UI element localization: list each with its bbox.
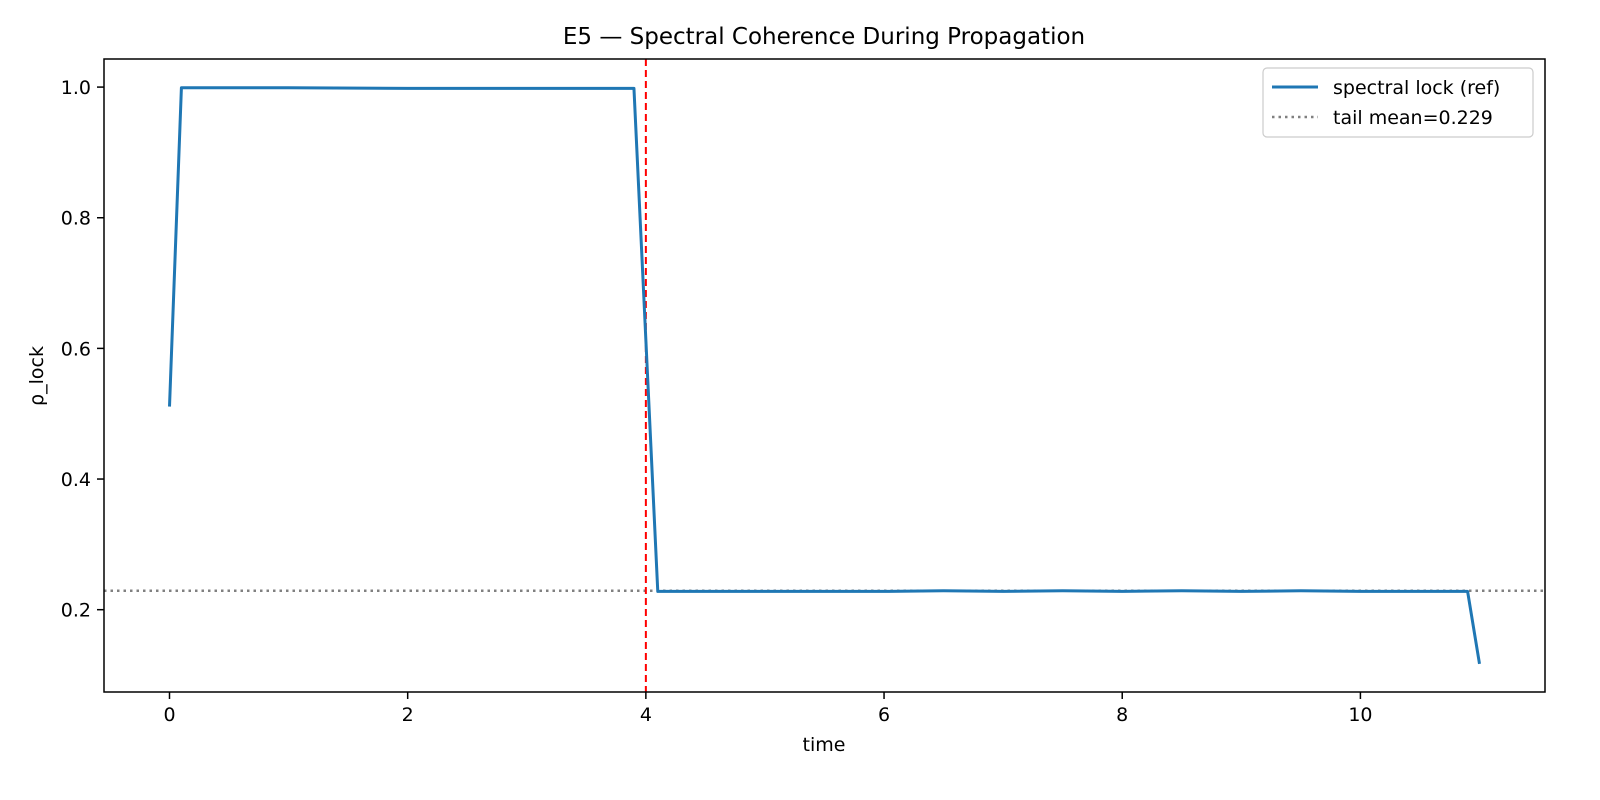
plot-area: [104, 59, 1545, 692]
x-tick-label: 8: [1116, 704, 1128, 726]
y-tick-label: 0.2: [61, 600, 91, 622]
legend-label-spectral-lock: spectral lock (ref): [1333, 77, 1500, 99]
series-line-spectral-lock: [168, 86, 1481, 665]
x-tick-label: 6: [878, 704, 890, 726]
x-tick-label: 4: [640, 704, 652, 726]
y-tick-label: 1.0: [61, 77, 91, 99]
legend-label-tail-mean: tail mean=0.229: [1333, 107, 1493, 129]
x-axis-label: time: [803, 734, 846, 756]
y-axis-label: ρ_lock: [26, 346, 48, 406]
x-tick-label: 0: [163, 704, 175, 726]
chart-title: E5 — Spectral Coherence During Propagati…: [563, 24, 1085, 50]
legend-box: [1262, 67, 1534, 138]
axes-frame: [103, 58, 1546, 693]
y-tick-label: 0.6: [61, 338, 91, 360]
y-tick-label: 0.4: [61, 469, 91, 491]
y-tick-label: 0.8: [61, 208, 91, 230]
x-tick-label: 10: [1348, 704, 1372, 726]
plot-clipped-group: [104, 59, 1545, 692]
axis-ticks: 0 2 4 6 8 10 0.2 0.4 0.6 0.8 1.0: [61, 77, 1373, 726]
legend: spectral lock (ref) tail mean=0.229: [1262, 67, 1534, 138]
x-tick-label: 2: [402, 704, 414, 726]
